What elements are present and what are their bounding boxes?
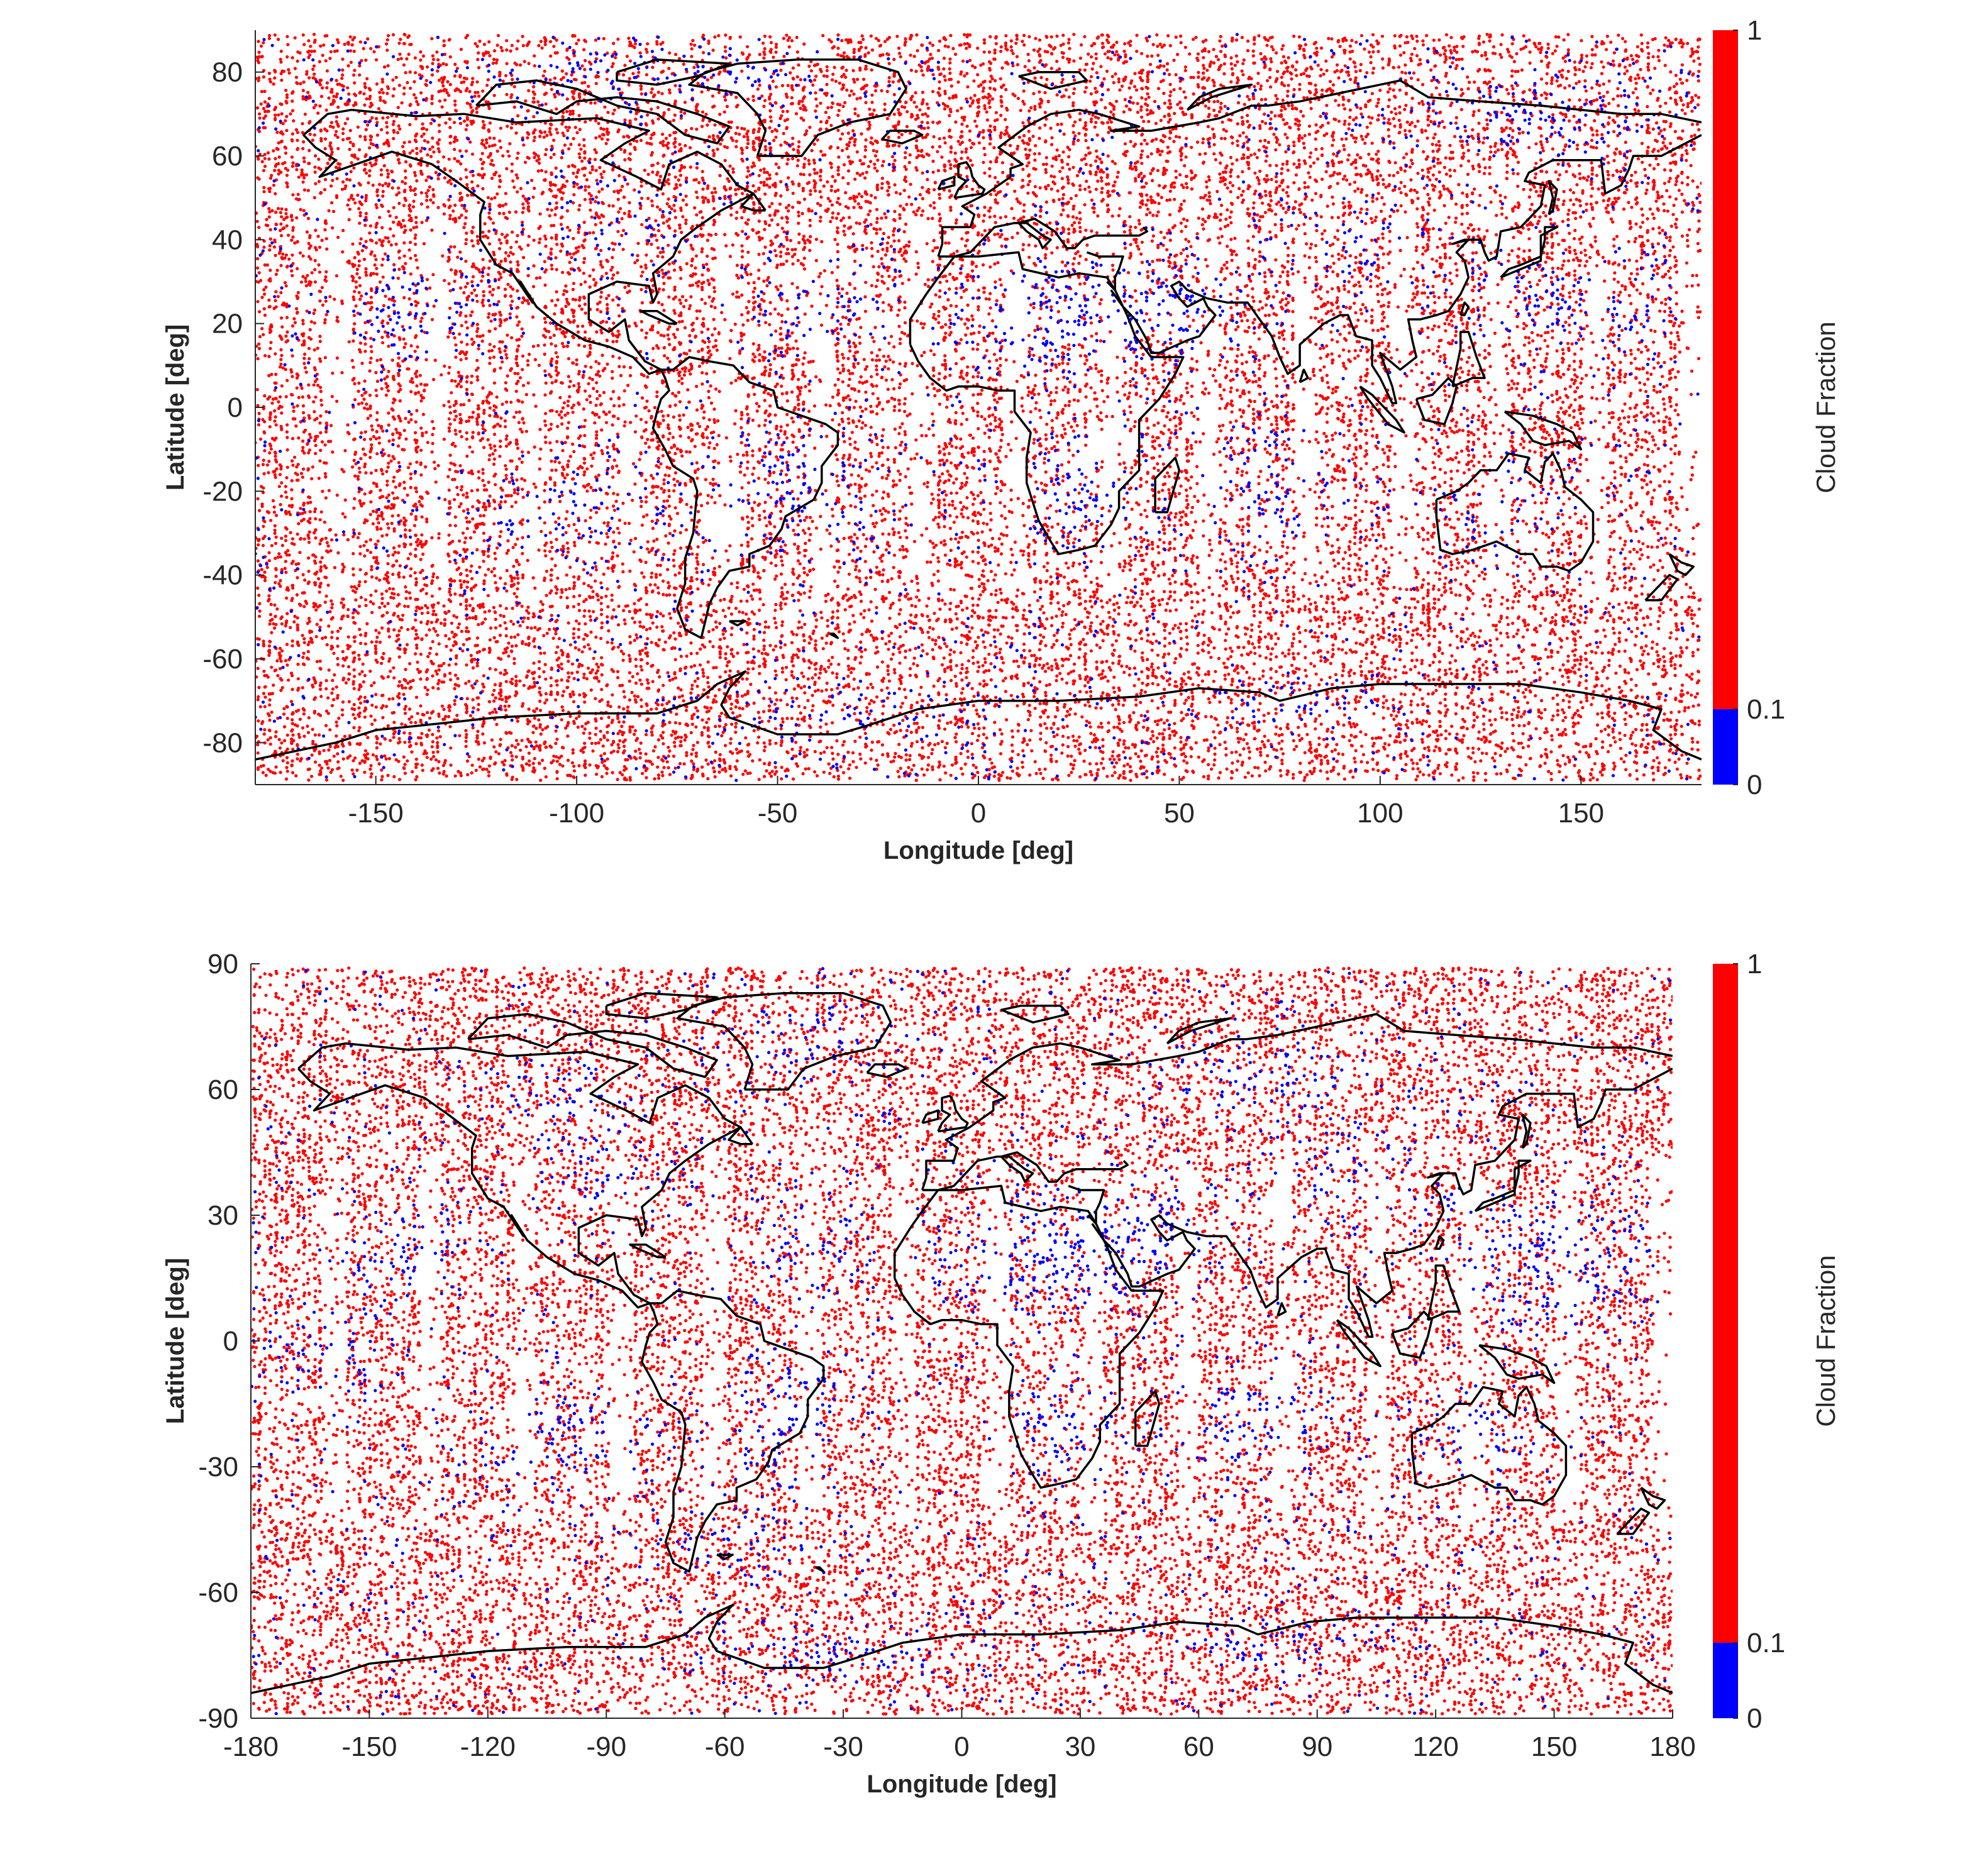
colorbar-segment <box>1713 964 1738 1643</box>
coastline <box>922 1110 938 1123</box>
y-tick-label: -60 <box>202 644 243 675</box>
x-tick-label: -180 <box>223 1731 279 1762</box>
colorbar-tick-label: 0.1 <box>1747 694 1785 725</box>
x-axis-label: Longitude [deg] <box>883 837 1073 864</box>
scatter-points <box>250 33 1706 782</box>
y-tick-label: -20 <box>202 476 243 507</box>
coastline <box>1549 181 1557 214</box>
x-tick-label: -30 <box>823 1731 863 1762</box>
x-tick-label: 0 <box>954 1731 969 1762</box>
y-tick-label: -30 <box>198 1452 238 1482</box>
colorbar-tick-label: 1 <box>1747 15 1762 46</box>
coastline <box>1068 1186 1104 1223</box>
x-tick-label: 150 <box>1558 798 1604 829</box>
coastline <box>1646 575 1678 600</box>
coastline <box>1436 1236 1444 1249</box>
x-tick-label: -120 <box>460 1731 516 1762</box>
colorbar: 0 0.1 1 Cloud Fraction <box>1713 15 1841 800</box>
coastline <box>1453 332 1485 387</box>
x-tick-label: 120 <box>1412 1731 1458 1762</box>
x-tick-label: 60 <box>1183 1731 1214 1762</box>
map-panel-1: -150 -100 -50 0 50 100 150 -80 -60 -40 -20 0 20 40 60 8… <box>162 15 1841 864</box>
coastline <box>729 621 746 626</box>
x-tick-label: 0 <box>971 798 986 829</box>
coastline <box>1278 1303 1286 1316</box>
coastline <box>867 1064 907 1077</box>
cloudy-points <box>246 966 1678 1716</box>
coastline <box>1501 227 1557 277</box>
y-tick-label: 0 <box>228 392 243 423</box>
x-tick-label: -150 <box>348 798 404 829</box>
coastline <box>1019 72 1087 89</box>
x-tick-label: 180 <box>1649 1731 1695 1762</box>
colorbar-label: Cloud Fraction <box>1811 321 1841 493</box>
y-tick-label: 20 <box>212 309 243 339</box>
y-tick-label: 30 <box>208 1200 238 1231</box>
colorbar-tick-label: 1 <box>1747 949 1762 979</box>
coastline <box>955 162 985 198</box>
colorbar-label: Cloud Fraction <box>1811 1255 1841 1426</box>
x-tick-label: -100 <box>549 798 604 829</box>
coastline <box>1087 252 1124 290</box>
x-tick-label: 30 <box>1065 1731 1095 1762</box>
x-tick-label: 50 <box>1164 798 1195 829</box>
colorbar-segment <box>1713 30 1738 709</box>
colorbar: 0 0.1 1 Cloud Fraction <box>1713 949 1841 1734</box>
colorbar-segment <box>1713 1643 1738 1718</box>
x-tick-label: -60 <box>705 1731 745 1762</box>
map-panel-2: -180 -150 -120 -90 -60 -30 0 30 60 90 120 150 180 -90… <box>162 949 1841 1798</box>
y-tick-label: 80 <box>212 57 243 88</box>
y-tick-label: 60 <box>208 1074 238 1105</box>
x-tick-label: -90 <box>586 1731 626 1762</box>
coastline <box>1337 1320 1380 1366</box>
coastline <box>1360 387 1404 433</box>
y-tick-label: 90 <box>208 949 238 979</box>
coastline <box>830 634 838 638</box>
y-tick-label: -60 <box>198 1577 238 1608</box>
coastline <box>1669 554 1693 575</box>
x-tick-label: -50 <box>758 798 798 829</box>
y-axis-label: Latitude [deg] <box>162 1258 189 1424</box>
coastline <box>1617 1509 1649 1534</box>
x-tick-label: 150 <box>1531 1731 1577 1762</box>
y-tick-label: -90 <box>198 1703 238 1734</box>
x-tick-label: -150 <box>341 1731 397 1762</box>
coastline <box>1187 85 1251 110</box>
coastline <box>1522 1115 1531 1148</box>
coastline <box>1155 458 1179 512</box>
y-tick-label: 0 <box>223 1326 238 1357</box>
y-axis-label: Latitude [deg] <box>162 324 189 490</box>
y-tick-label: -40 <box>202 560 243 591</box>
x-axis-label: Longitude [deg] <box>866 1770 1056 1798</box>
coastline <box>816 1567 824 1572</box>
y-tick-label: 40 <box>212 224 243 255</box>
clear-points <box>254 33 1707 782</box>
colorbar-tick-label: 0 <box>1747 1703 1762 1734</box>
cloudy-points <box>250 33 1706 782</box>
colorbar-tick-label: 0 <box>1747 770 1762 800</box>
coastline <box>606 993 717 1018</box>
y-tick-label: 60 <box>212 141 243 172</box>
scatter-points <box>246 966 1678 1716</box>
colorbar-tick-label: 0.1 <box>1747 1628 1785 1658</box>
y-tick-label: -80 <box>202 727 243 758</box>
x-tick-label: 90 <box>1302 1731 1332 1762</box>
x-tick-label: 100 <box>1357 798 1403 829</box>
colorbar-segment <box>1713 709 1738 785</box>
coastline <box>1300 370 1308 382</box>
